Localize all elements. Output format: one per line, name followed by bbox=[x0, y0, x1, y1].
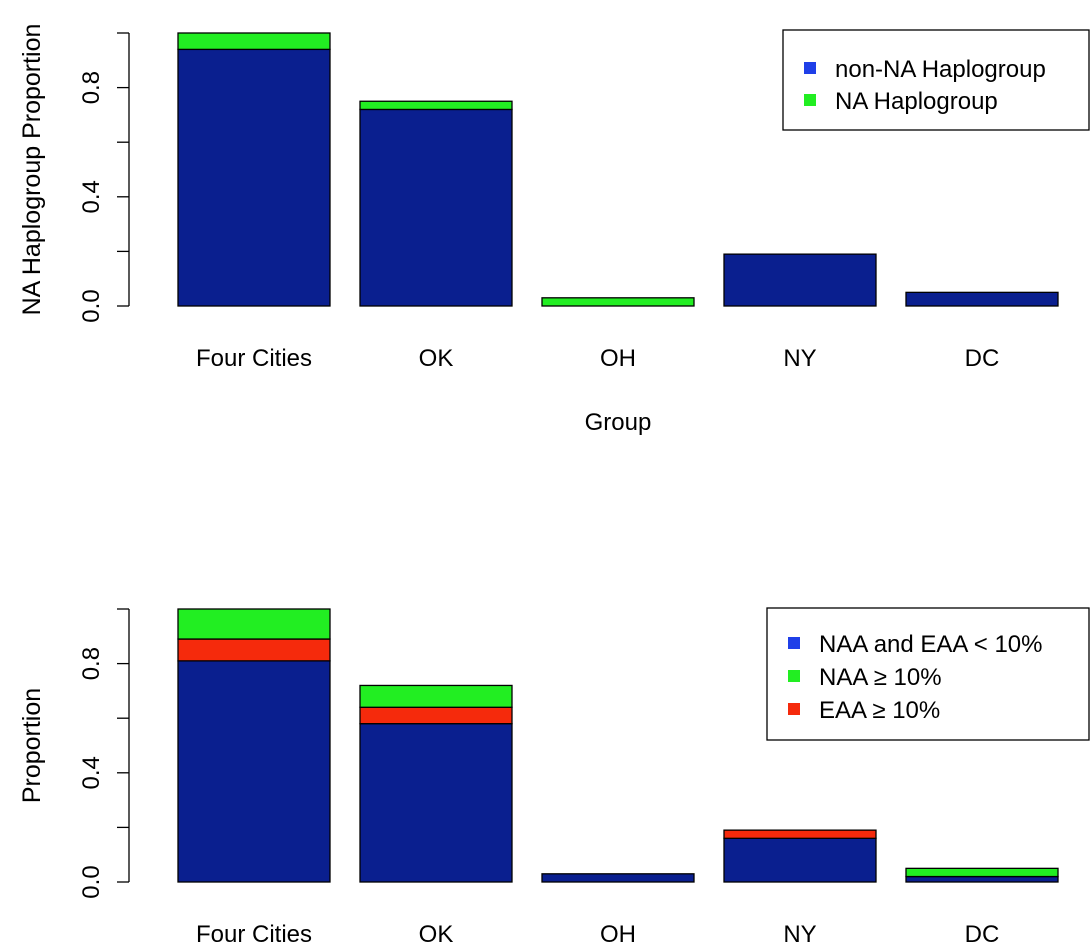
y-tick-label: 0.8 bbox=[78, 71, 105, 104]
bar-ny-naa-and-eaa-10 bbox=[723, 837, 877, 883]
legend-label-non-na-haplogroup: non-NA Haplogroup bbox=[835, 56, 1046, 83]
x-tick-label-oh: OH bbox=[600, 345, 636, 372]
x-tick-label-ny: NY bbox=[783, 921, 816, 945]
x-tick-label-dc: DC bbox=[965, 345, 1000, 372]
legend: NAA and EAA < 10% NAA ≥ 10% EAA ≥ 10% bbox=[766, 607, 1090, 741]
bar-four-cities-non-na-haplogroup bbox=[177, 48, 331, 307]
x-tick-label-four-cities: Four Cities bbox=[196, 345, 312, 372]
y-tick-label: 0.0 bbox=[78, 289, 105, 322]
bar-ok-eaa-10 bbox=[359, 706, 513, 725]
legend-label-naa-and-eaa-10: NAA and EAA < 10% bbox=[819, 631, 1043, 658]
y-axis-title: NA Haplogroup Proportion bbox=[18, 24, 46, 316]
x-tick-label-ok: OK bbox=[419, 345, 454, 372]
legend-label-eaa-10: EAA ≥ 10% bbox=[819, 697, 940, 724]
legend-swatch-non-na-haplogroup bbox=[804, 62, 816, 74]
x-tick-label-oh: OH bbox=[600, 921, 636, 945]
bar-oh-naa-and-eaa-10 bbox=[541, 873, 695, 883]
x-tick-label-ny: NY bbox=[783, 345, 816, 372]
legend-swatch-naa-and-eaa-10 bbox=[788, 637, 800, 649]
bar-ok-naa-and-eaa-10 bbox=[359, 723, 513, 883]
x-tick-label-dc: DC bbox=[965, 921, 1000, 945]
legend-label-naa-10: NAA ≥ 10% bbox=[819, 664, 942, 691]
legend: non-NA Haplogroup NA Haplogroup bbox=[782, 29, 1090, 131]
legend-swatch-naa-10 bbox=[788, 670, 800, 682]
bar-ok-na-haplogroup bbox=[359, 100, 513, 111]
bar-ny-non-na-haplogroup bbox=[723, 253, 877, 307]
bar-ok-non-na-haplogroup bbox=[359, 108, 513, 307]
bar-four-cities-naa-and-eaa-10 bbox=[177, 660, 331, 883]
legend-label-na-haplogroup: NA Haplogroup bbox=[835, 88, 998, 115]
y-axis-title: Proportion bbox=[18, 688, 46, 803]
x-tick-label-four-cities: Four Cities bbox=[196, 921, 312, 945]
legend-swatch-na-haplogroup bbox=[804, 94, 816, 106]
y-tick-label: 0.8 bbox=[78, 647, 105, 680]
x-tick-label-ok: OK bbox=[419, 921, 454, 945]
bar-dc-naa-and-eaa-10 bbox=[905, 875, 1059, 883]
legend-box bbox=[782, 29, 1090, 131]
bar-four-cities-na-haplogroup bbox=[177, 32, 331, 51]
bar-dc-naa-10 bbox=[905, 867, 1059, 878]
chart-panel-bottom: Four Cities OK OH NY DC 0.0 0.4 0.8 Proportion NA… bbox=[18, 607, 1090, 945]
y-tick-label: 0.0 bbox=[78, 865, 105, 898]
chart-panel-top: Four Cities OK OH NY DC 0.0 0.4 0.8 NA Haplogrou… bbox=[18, 24, 1090, 436]
bar-ny-eaa-10 bbox=[723, 829, 877, 839]
bar-oh-na-haplogroup bbox=[541, 297, 695, 307]
bar-four-cities-naa-10 bbox=[177, 608, 331, 640]
bar-four-cities-eaa-10 bbox=[177, 638, 331, 662]
legend-swatch-eaa-10 bbox=[788, 703, 800, 715]
x-axis-title: Group bbox=[585, 409, 652, 436]
y-tick-label: 0.4 bbox=[78, 180, 105, 213]
y-tick-label: 0.4 bbox=[78, 756, 105, 789]
legend-box bbox=[766, 607, 1090, 741]
bar-ok-naa-10 bbox=[359, 684, 513, 708]
bar-dc-non-na-haplogroup bbox=[905, 291, 1059, 307]
